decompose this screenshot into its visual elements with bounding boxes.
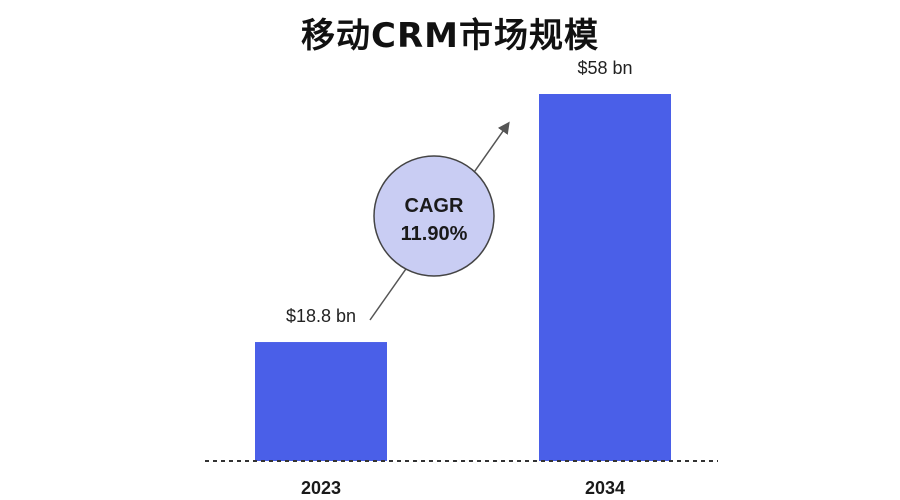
cagr-label: CAGR — [405, 195, 464, 217]
x-tick-label-2023: 2023 — [301, 478, 341, 498]
cagr-circle — [373, 155, 495, 277]
bar-2023 — [255, 342, 387, 461]
data-label-2034: $58 bn — [577, 58, 632, 78]
x-tick-label-2034: 2034 — [585, 478, 625, 498]
data-label-2023: $18.8 bn — [286, 306, 356, 326]
chart-title: 移动CRM市场规模 — [301, 16, 599, 56]
cagr-value: 11.90% — [401, 223, 468, 245]
bar-2034 — [539, 94, 671, 461]
